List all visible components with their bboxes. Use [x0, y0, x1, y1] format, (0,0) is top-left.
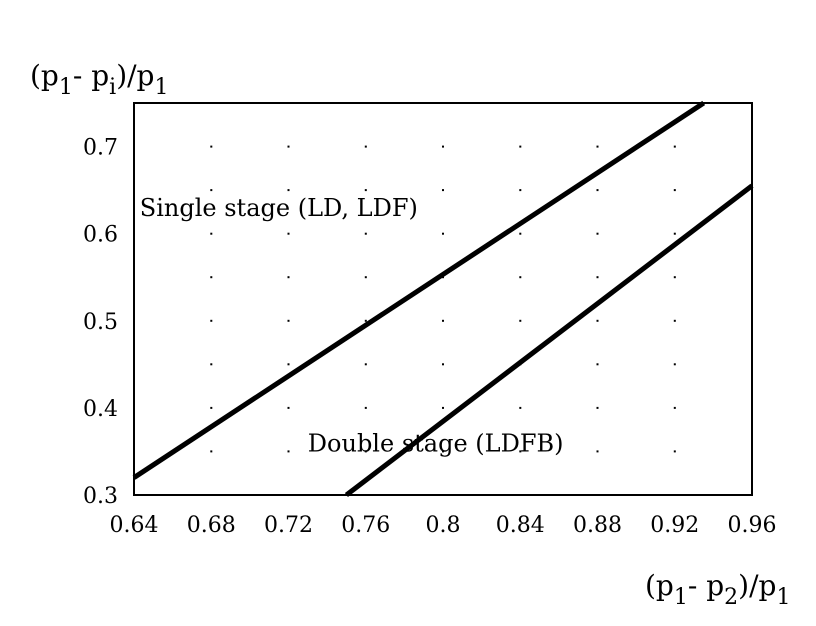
grid-dot: [442, 145, 444, 148]
grid-dot: [519, 450, 522, 453]
y-tick-label: 0.3: [83, 484, 118, 509]
grid-dot: [596, 406, 599, 409]
x-axis-label: (p1- p2)/p1: [645, 569, 790, 610]
grid-dot: [596, 189, 599, 192]
y-tick-label: 0.6: [83, 223, 118, 248]
y-tick-labels: 0.3 0.4 0.5 0.6 0.7: [83, 136, 118, 509]
grid-dot: [364, 363, 367, 366]
grid-dot: [442, 406, 444, 409]
annotation-2: Double stage (LDFB): [308, 429, 564, 457]
grid-dot: [364, 450, 367, 453]
grid-dot: [210, 189, 213, 192]
grid-dot: [364, 232, 367, 235]
grid-dot: [673, 276, 676, 279]
grid-dot: [442, 319, 444, 322]
series-group: [132, 100, 754, 497]
grid-dot: [364, 319, 367, 322]
grid-dot: [519, 189, 522, 192]
grid-dot: [210, 406, 213, 409]
grid-dot: [442, 189, 444, 192]
grid-dot: [519, 232, 522, 235]
grid-dot: [287, 276, 290, 279]
grid-dot: [364, 189, 367, 192]
grid-dot: [519, 276, 522, 279]
series-line-2: [344, 183, 754, 497]
grid-dot: [287, 232, 290, 235]
grid-dot: [287, 363, 290, 366]
x-tick-label: 0.96: [728, 513, 777, 538]
x-tick-label: 0.68: [187, 513, 236, 538]
annotations: Single stage (LD, LDF) Double stage (LDFB…: [140, 194, 564, 457]
grid-dot: [210, 276, 213, 279]
grid-dot: [673, 145, 676, 148]
grid-dot: [287, 189, 290, 192]
grid-dot: [210, 145, 213, 148]
grid-dot: [442, 450, 444, 453]
grid-dot: [287, 319, 290, 322]
grid-dot: [519, 406, 522, 409]
x-tick-labels: 0.64 0.68 0.72 0.76 0.8 0.84 0.88 0.92 0.96: [110, 513, 777, 538]
grid-dot: [364, 145, 367, 148]
series-line-1: [132, 100, 706, 480]
grid-dot: [596, 145, 599, 148]
grid-dot: [596, 363, 599, 366]
grid-dot: [673, 406, 676, 409]
grid-dot: [210, 450, 213, 453]
x-tick-label: 0.84: [496, 513, 545, 538]
y-tick-label: 0.7: [83, 136, 118, 161]
grid-dot: [673, 232, 676, 235]
grid-dot: [364, 406, 367, 409]
grid-dot: [287, 406, 290, 409]
plot-frame: [133, 102, 753, 496]
grid-dot: [442, 363, 444, 366]
x-tick-label: 0.92: [650, 513, 699, 538]
y-tick-label: 0.4: [83, 397, 118, 422]
grid-dot: [287, 145, 290, 148]
x-tick-label: 0.64: [110, 513, 159, 538]
grid-dot: [210, 319, 213, 322]
x-tick-label: 0.88: [573, 513, 622, 538]
grid-dot: [596, 276, 599, 279]
grid-dot: [519, 319, 522, 322]
grid-dot: [210, 363, 213, 366]
grid-dot: [364, 276, 367, 279]
grid-dot: [210, 232, 213, 235]
annotation-1: Single stage (LD, LDF): [140, 194, 418, 222]
grid-dot: [596, 450, 599, 453]
grid-dot: [596, 232, 599, 235]
grid-dot: [673, 450, 676, 453]
x-tick-label: 0.76: [341, 513, 390, 538]
grid-dot: [519, 145, 522, 148]
y-axis-label: (p1- pi)/p1: [30, 59, 168, 100]
grid-dot: [673, 363, 676, 366]
grid-dots: [210, 145, 676, 453]
grid-dot: [673, 189, 676, 192]
grid-dot: [287, 450, 290, 453]
grid-dot: [596, 319, 599, 322]
y-tick-label: 0.5: [83, 310, 118, 335]
x-tick-label: 0.72: [264, 513, 313, 538]
grid-dot: [673, 319, 676, 322]
x-tick-label: 0.8: [426, 513, 461, 538]
grid-dot: [442, 232, 444, 235]
